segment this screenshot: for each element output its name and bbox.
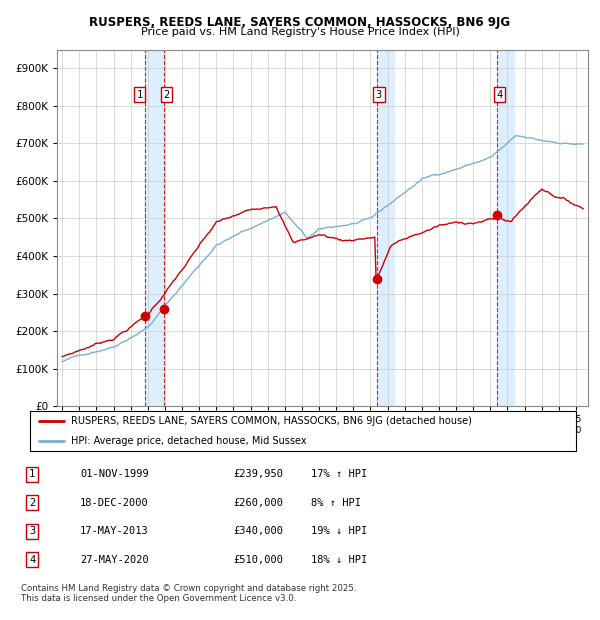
Text: 17% ↑ HPI: 17% ↑ HPI [311,469,368,479]
Bar [497,50,514,406]
Text: Price paid vs. HM Land Registry's House Price Index (HPI): Price paid vs. HM Land Registry's House … [140,27,460,37]
Text: £260,000: £260,000 [233,498,283,508]
Text: RUSPERS, REEDS LANE, SAYERS COMMON, HASSOCKS, BN6 9JG: RUSPERS, REEDS LANE, SAYERS COMMON, HASS… [89,16,511,29]
Text: RUSPERS, REEDS LANE, SAYERS COMMON, HASSOCKS, BN6 9JG (detached house): RUSPERS, REEDS LANE, SAYERS COMMON, HASS… [71,416,472,426]
Text: £340,000: £340,000 [233,526,283,536]
Text: £239,950: £239,950 [233,469,283,479]
Text: Contains HM Land Registry data © Crown copyright and database right 2025.
This d: Contains HM Land Registry data © Crown c… [21,584,356,603]
Text: 18% ↓ HPI: 18% ↓ HPI [311,555,368,565]
Text: 4: 4 [496,90,502,100]
Text: 01-NOV-1999: 01-NOV-1999 [80,469,149,479]
Text: 2: 2 [163,90,169,100]
Text: 1: 1 [136,90,143,100]
Bar [377,50,394,406]
FancyBboxPatch shape [30,411,576,451]
Text: 3: 3 [376,90,382,100]
Text: 19% ↓ HPI: 19% ↓ HPI [311,526,368,536]
Text: 17-MAY-2013: 17-MAY-2013 [80,526,149,536]
Text: 4: 4 [29,555,35,565]
Text: 2: 2 [29,498,35,508]
Text: 1: 1 [29,469,35,479]
Text: £510,000: £510,000 [233,555,283,565]
Text: 8% ↑ HPI: 8% ↑ HPI [311,498,361,508]
Text: HPI: Average price, detached house, Mid Sussex: HPI: Average price, detached house, Mid … [71,436,307,446]
Text: 3: 3 [29,526,35,536]
Text: 18-DEC-2000: 18-DEC-2000 [80,498,149,508]
Bar [145,50,164,406]
Text: 27-MAY-2020: 27-MAY-2020 [80,555,149,565]
